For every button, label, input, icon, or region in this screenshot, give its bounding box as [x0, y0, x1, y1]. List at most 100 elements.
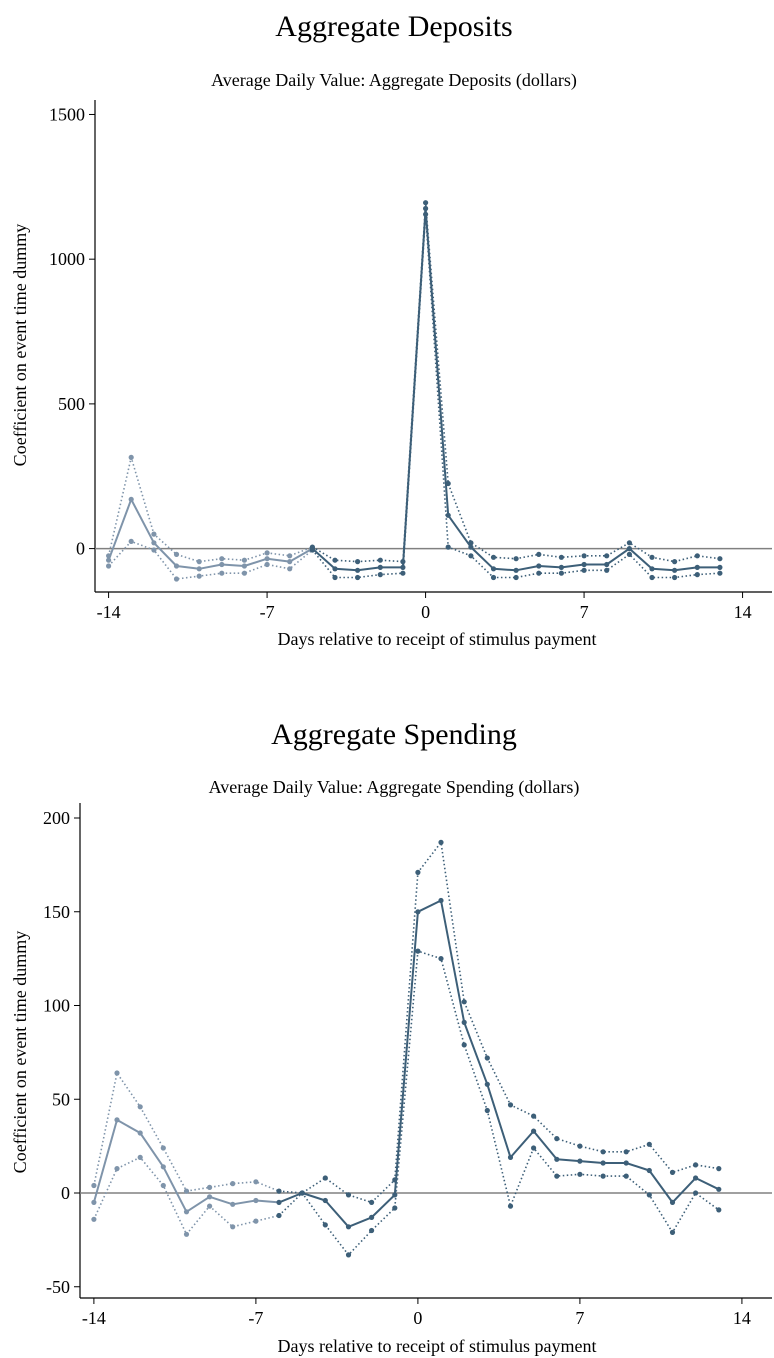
deposits-estimate-point: [581, 561, 587, 568]
deposits-estimate-point: [219, 561, 225, 568]
deposits-upper-point: [513, 556, 519, 562]
spending-upper-point: [253, 1179, 259, 1185]
deposits-estimate-point: [423, 205, 429, 212]
spending-lower-point: [345, 1252, 352, 1258]
deposits-x-tick-label: -14: [97, 602, 121, 622]
spending-upper-point: [461, 999, 467, 1005]
deposits-upper-point: [151, 531, 157, 537]
spending-x-tick-label: 14: [733, 1308, 751, 1328]
spending-lower-point: [160, 1182, 166, 1189]
spending-upper-point: [646, 1141, 652, 1147]
spending-upper-point: [137, 1104, 143, 1110]
spending-estimate-point: [207, 1194, 213, 1200]
deposits-estimate-point: [355, 567, 361, 573]
spending-estimate-point: [345, 1224, 352, 1230]
spending-lower-line-post: [278, 950, 720, 1256]
deposits-estimate-point: [264, 556, 270, 562]
deposits-estimate-point: [604, 561, 610, 568]
deposits-lower-point: [196, 573, 202, 579]
deposits-lower-point: [219, 570, 225, 576]
spending-chart-subtitle: Average Daily Value: Aggregate Spending …: [209, 777, 580, 798]
spending-lower-point: [716, 1207, 722, 1213]
spending-estimate-point: [230, 1201, 236, 1207]
deposits-estimate-point: [694, 564, 700, 571]
deposits-lower-point: [173, 576, 180, 582]
deposits-estimate-point: [287, 559, 293, 565]
deposits-y-tick-label: 1500: [49, 104, 85, 124]
deposits-lower-point: [626, 551, 633, 558]
deposits-y-tick-label: 0: [76, 539, 85, 559]
spending-upper-point: [183, 1188, 190, 1194]
spending-estimate-point: [600, 1160, 606, 1166]
deposits-estimate-point: [400, 564, 406, 571]
deposits-lower-point: [717, 570, 723, 576]
deposits-estimate-point: [241, 563, 247, 569]
deposits-series-points: [106, 200, 723, 582]
deposits-upper-line-pre: [107, 456, 313, 563]
spending-y-tick-label: -50: [46, 1277, 70, 1297]
spending-upper-point: [392, 1177, 398, 1183]
spending-upper-point: [531, 1113, 537, 1119]
deposits-upper-point: [626, 540, 633, 546]
deposits-upper-point: [219, 556, 225, 562]
spending-lower-point: [415, 948, 421, 954]
deposits-lower-point: [490, 574, 497, 581]
deposits-estimate-point: [196, 566, 202, 572]
deposits-lower-point: [423, 211, 429, 217]
spending-estimate-point: [322, 1197, 328, 1204]
deposits-estimate-point: [513, 567, 519, 573]
spending-lower-point: [299, 1190, 305, 1196]
spending-estimate-point: [554, 1156, 560, 1162]
spending-x-tick-label: -7: [248, 1308, 263, 1328]
spending-upper-point: [91, 1182, 97, 1189]
spending-estimate-point: [415, 909, 421, 915]
spending-y-tick-label: 50: [52, 1089, 70, 1109]
spending-lower-point: [230, 1224, 236, 1230]
deposits-lower-point: [604, 567, 610, 573]
spending-lower-point: [183, 1231, 190, 1237]
deposits-estimate-line-pre: [107, 498, 313, 570]
deposits-upper-point: [581, 553, 587, 559]
deposits-series-lines: [107, 201, 721, 580]
spending-estimate-point: [623, 1160, 629, 1166]
spending-y-tick-label: 200: [43, 808, 70, 828]
spending-estimate-point: [484, 1081, 490, 1087]
deposits-axes: 0 500 1000 1500 -14 -7 0 7 14: [49, 100, 772, 622]
spending-axes: -50 0 50 100 150 200 -14 -7 0 7 14: [43, 803, 772, 1328]
spending-upper-line-post: [278, 841, 719, 1204]
spending-lower-point: [253, 1218, 259, 1224]
deposits-upper-point: [377, 557, 383, 563]
deposits-x-tick-label: 14: [734, 602, 752, 622]
deposits-estimate-point: [490, 566, 497, 572]
spending-estimate-point: [114, 1117, 120, 1123]
deposits-lower-point: [151, 547, 157, 553]
spending-x-tick-label: -14: [82, 1308, 106, 1328]
spending-estimate-point: [531, 1128, 537, 1134]
spending-series-points: [91, 839, 722, 1258]
spending-x-axis-label: Days relative to receipt of stimulus pay…: [278, 1336, 597, 1356]
spending-chart: Aggregate Spending Average Daily Value: …: [10, 718, 772, 1356]
deposits-upper-point: [241, 557, 247, 563]
spending-x-tick-label: 7: [575, 1308, 584, 1328]
deposits-lower-point: [377, 572, 383, 578]
spending-estimate-point: [716, 1186, 722, 1192]
deposits-upper-point: [717, 556, 723, 562]
deposits-lower-point: [332, 574, 338, 581]
spending-lower-point: [623, 1173, 629, 1179]
deposits-lower-point: [287, 566, 293, 572]
spending-upper-line-pre: [93, 1072, 280, 1192]
spending-estimate-point: [392, 1192, 398, 1198]
spending-lower-point: [276, 1212, 282, 1219]
deposits-x-axis-label: Days relative to receipt of stimulus pay…: [278, 629, 597, 649]
deposits-upper-point: [332, 557, 338, 563]
spending-estimate-line-post: [278, 899, 720, 1228]
deposits-upper-point: [468, 540, 474, 546]
spending-lower-point: [507, 1203, 514, 1209]
spending-estimate-point: [669, 1199, 676, 1205]
deposits-chart: Aggregate Deposits Average Daily Value: …: [10, 10, 772, 649]
deposits-upper-point: [672, 559, 678, 565]
spending-upper-point: [230, 1181, 236, 1187]
deposits-estimate-point: [106, 557, 112, 563]
deposits-upper-point: [649, 554, 655, 560]
